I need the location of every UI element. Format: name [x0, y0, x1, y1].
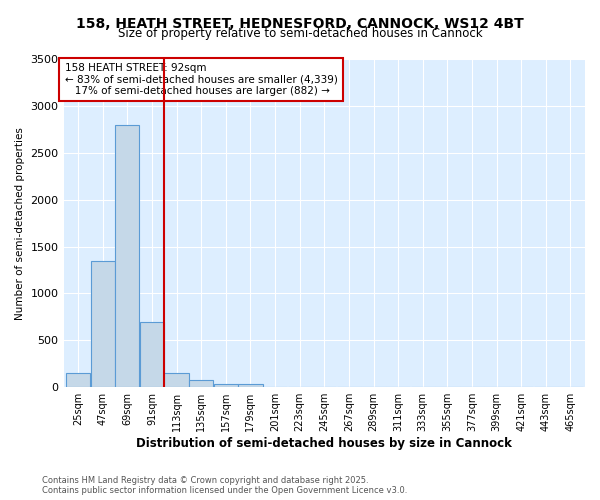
Y-axis label: Number of semi-detached properties: Number of semi-detached properties	[15, 126, 25, 320]
Text: Contains HM Land Registry data © Crown copyright and database right 2025.
Contai: Contains HM Land Registry data © Crown c…	[42, 476, 407, 495]
Bar	[164, 373, 189, 387]
Bar	[115, 124, 139, 387]
Bar	[66, 373, 90, 387]
Bar	[214, 384, 238, 387]
Text: 158 HEATH STREET: 92sqm
← 83% of semi-detached houses are smaller (4,339)
   17%: 158 HEATH STREET: 92sqm ← 83% of semi-de…	[65, 63, 338, 96]
X-axis label: Distribution of semi-detached houses by size in Cannock: Distribution of semi-detached houses by …	[136, 437, 512, 450]
Bar	[140, 322, 164, 387]
Text: Size of property relative to semi-detached houses in Cannock: Size of property relative to semi-detach…	[118, 28, 482, 40]
Bar	[238, 384, 263, 387]
Text: 158, HEATH STREET, HEDNESFORD, CANNOCK, WS12 4BT: 158, HEATH STREET, HEDNESFORD, CANNOCK, …	[76, 18, 524, 32]
Bar	[91, 260, 115, 387]
Bar	[189, 380, 214, 387]
